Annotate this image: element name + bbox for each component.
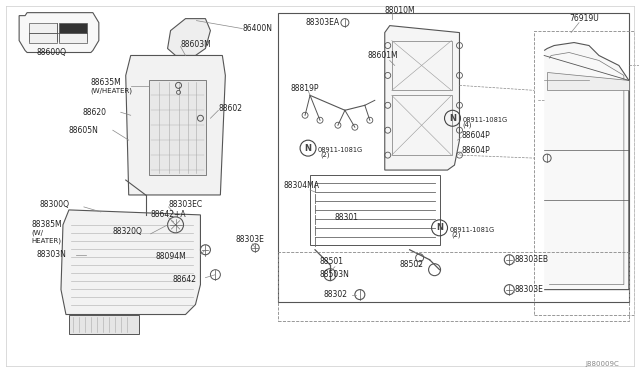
Text: 88819P: 88819P	[290, 84, 319, 93]
Bar	[278, 252, 629, 321]
Text: N: N	[305, 144, 312, 153]
Bar	[59, 23, 87, 41]
Text: 08911-1081G: 08911-1081G	[449, 227, 495, 233]
Text: 88303E: 88303E	[236, 235, 264, 244]
Text: 88601M: 88601M	[368, 51, 399, 60]
Text: 88605N: 88605N	[69, 126, 99, 135]
Text: 88503N: 88503N	[320, 270, 350, 279]
Bar	[392, 41, 451, 90]
Text: 88501: 88501	[320, 257, 344, 266]
Text: 88304MA: 88304MA	[283, 180, 319, 189]
Text: 88502: 88502	[400, 260, 424, 269]
Polygon shape	[168, 19, 211, 55]
Text: 88303EB: 88303EB	[515, 255, 548, 264]
Text: 88620: 88620	[83, 108, 107, 117]
Text: 88600Q: 88600Q	[36, 48, 66, 57]
Text: 88303EC: 88303EC	[168, 201, 203, 209]
Bar	[59, 33, 87, 42]
Text: 88603M: 88603M	[180, 40, 211, 49]
Text: 88642: 88642	[173, 275, 196, 284]
Polygon shape	[385, 26, 460, 170]
Text: HEATER): HEATER)	[31, 238, 61, 244]
Text: 88602: 88602	[218, 104, 243, 113]
Text: 88604P: 88604P	[461, 145, 490, 155]
Text: J880009C: J880009C	[585, 361, 619, 367]
Text: (W/: (W/	[31, 230, 43, 236]
Bar	[534, 31, 634, 314]
Text: 88010M: 88010M	[385, 6, 415, 15]
Text: 88385M: 88385M	[31, 220, 61, 230]
Bar	[148, 80, 207, 175]
Text: 88635M: 88635M	[91, 78, 122, 87]
Text: 08911-1081G: 08911-1081G	[318, 147, 363, 153]
Text: 08911-1081G: 08911-1081G	[463, 117, 508, 123]
Polygon shape	[544, 42, 629, 290]
Text: 88300Q: 88300Q	[39, 201, 69, 209]
Text: 88604P: 88604P	[461, 131, 490, 140]
Polygon shape	[125, 55, 225, 195]
Text: 88301: 88301	[335, 214, 359, 222]
Bar	[310, 175, 440, 245]
Bar	[392, 95, 451, 155]
Text: (2): (2)	[320, 152, 330, 158]
Text: 88094M: 88094M	[156, 252, 186, 261]
Text: 88303EA: 88303EA	[305, 18, 339, 27]
Text: 76919U: 76919U	[569, 14, 599, 23]
Polygon shape	[547, 73, 629, 90]
Polygon shape	[61, 210, 200, 314]
Text: 86400N: 86400N	[243, 24, 272, 33]
Text: 88642+A: 88642+A	[150, 211, 186, 219]
Text: 88303N: 88303N	[36, 250, 66, 259]
Text: (2): (2)	[451, 231, 461, 238]
Bar	[278, 13, 629, 302]
Bar	[29, 33, 57, 42]
Bar	[29, 23, 57, 41]
Text: (4): (4)	[463, 122, 472, 128]
Text: (W/HEATER): (W/HEATER)	[91, 87, 133, 94]
Text: 88320Q: 88320Q	[113, 227, 143, 236]
Text: N: N	[449, 114, 456, 123]
Polygon shape	[19, 13, 99, 52]
Bar	[69, 314, 139, 334]
Text: 88303E: 88303E	[515, 285, 543, 294]
Text: 88302: 88302	[324, 290, 348, 299]
Text: N: N	[436, 223, 443, 232]
